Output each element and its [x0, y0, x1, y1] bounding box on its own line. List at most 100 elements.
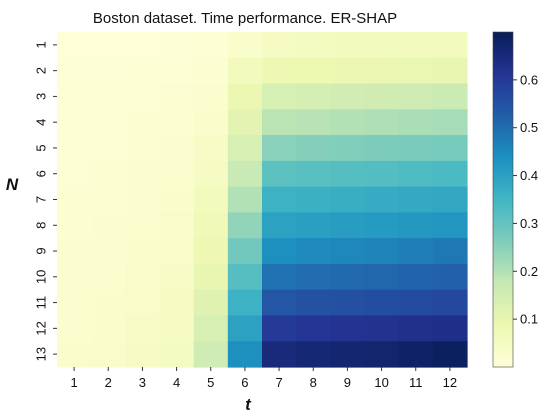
heatmap-cell	[91, 32, 126, 59]
heatmap-cell	[330, 135, 366, 162]
colorbar-segment	[493, 58, 513, 62]
heatmap-cell	[159, 341, 195, 368]
colorbar-segment	[493, 67, 513, 71]
colorbar-segment	[493, 314, 513, 318]
heatmap-cell	[398, 160, 434, 188]
heatmap-cell	[91, 135, 126, 162]
colorbar-segment	[493, 297, 513, 301]
heatmap-cell	[296, 160, 331, 188]
colorbar-segment	[493, 103, 513, 107]
colorbar-segment	[493, 113, 513, 117]
heatmap-cell	[398, 315, 434, 342]
colorbar-segment	[493, 175, 513, 179]
heatmap-cell	[364, 57, 400, 85]
heatmap-cell	[57, 238, 92, 265]
heatmap-cell	[398, 341, 434, 368]
colorbar-segment	[493, 201, 513, 205]
colorbar-segment	[493, 331, 513, 335]
colorbar-segment	[493, 244, 513, 248]
colorbar-segment	[493, 158, 513, 162]
colorbar-segment	[493, 285, 513, 289]
colorbar-segment	[493, 323, 513, 327]
colorbar-segment	[493, 79, 513, 83]
heatmap-cell	[432, 109, 468, 136]
heatmap-cell	[364, 263, 400, 291]
colorbar-segment	[493, 295, 513, 299]
y-tick-label: 3	[34, 93, 49, 100]
colorbar-segment	[493, 170, 513, 174]
y-tick-label: 10	[33, 270, 48, 284]
colorbar-segment	[493, 343, 513, 347]
heatmap-cell	[57, 135, 92, 162]
heatmap-cell	[193, 315, 229, 342]
heatmap-cell	[159, 135, 195, 162]
colorbar-segment	[493, 108, 513, 112]
heatmap-cell	[125, 186, 161, 213]
heatmap-cell	[296, 212, 331, 239]
heatmap-cell	[364, 186, 400, 213]
heatmap-cell	[125, 57, 161, 85]
x-tick-label: 4	[173, 375, 180, 390]
colorbar-segment	[493, 89, 513, 93]
colorbar-segment	[493, 338, 513, 342]
colorbar: 0.1 0.2 0.3 0.4 0.5 0.6	[492, 31, 538, 368]
colorbar-segment	[493, 70, 513, 74]
heatmap-cell	[159, 186, 195, 213]
colorbar-segment	[493, 48, 513, 52]
heatmap-cell	[57, 186, 92, 213]
x-tick-label: 12	[443, 375, 457, 390]
colorbar-segment	[493, 309, 513, 313]
colorbar-segment	[493, 120, 513, 124]
colorbar-segment	[493, 106, 513, 110]
heatmap-cell	[57, 341, 92, 368]
heatmap-cell	[364, 32, 400, 59]
colorbar-segment	[493, 352, 513, 356]
heatmap-cell	[364, 289, 400, 317]
heatmap-cell	[398, 32, 434, 59]
heatmap-cell	[432, 315, 468, 342]
colorbar-segment	[493, 240, 513, 244]
colorbar-segment	[493, 347, 513, 351]
heatmap-cell	[57, 315, 92, 342]
colorbar-segment	[493, 280, 513, 284]
heatmap-cell	[227, 83, 263, 110]
heatmap-cell	[193, 238, 229, 265]
heatmap-cell	[227, 315, 263, 342]
heatmap-cell	[227, 186, 263, 213]
x-axis-label: t	[245, 395, 252, 414]
heatmap-cell	[330, 186, 366, 213]
colorbar-segment	[493, 345, 513, 349]
heatmap-cell	[57, 212, 92, 239]
chart-title: Boston dataset. Time performance. ER-SHA…	[93, 10, 397, 27]
colorbar-segment	[493, 268, 513, 272]
heatmap-cell	[364, 341, 400, 368]
heatmap-cell	[330, 212, 366, 239]
y-axis-label: N	[6, 175, 19, 194]
colorbar-segment	[493, 130, 513, 134]
colorbar-segment	[493, 256, 513, 260]
heatmap-cell	[159, 83, 195, 110]
colorbar-segment	[493, 233, 513, 236]
colorbar-tick-label: 0.1	[520, 312, 538, 327]
heatmap-cell	[57, 83, 92, 110]
heatmap-cell	[159, 109, 195, 136]
colorbar-segment	[493, 249, 513, 253]
colorbar-segment	[493, 340, 513, 344]
heatmap-cell	[193, 186, 229, 213]
colorbar-segment	[493, 209, 513, 213]
heatmap-cell	[296, 341, 331, 368]
colorbar-segment	[493, 192, 513, 196]
colorbar-segment	[493, 151, 513, 155]
colorbar-segment	[493, 247, 513, 251]
colorbar-segment	[493, 110, 513, 114]
colorbar-segment	[493, 77, 513, 81]
heatmap-cell	[193, 135, 229, 162]
heatmap-cell	[57, 109, 92, 136]
heatmap-cell	[296, 83, 331, 110]
colorbar-segment	[493, 75, 513, 79]
heatmap-cell	[398, 263, 434, 291]
heatmap-cell	[296, 109, 331, 136]
colorbar-segment	[493, 173, 513, 177]
heatmap-cell	[262, 238, 297, 265]
